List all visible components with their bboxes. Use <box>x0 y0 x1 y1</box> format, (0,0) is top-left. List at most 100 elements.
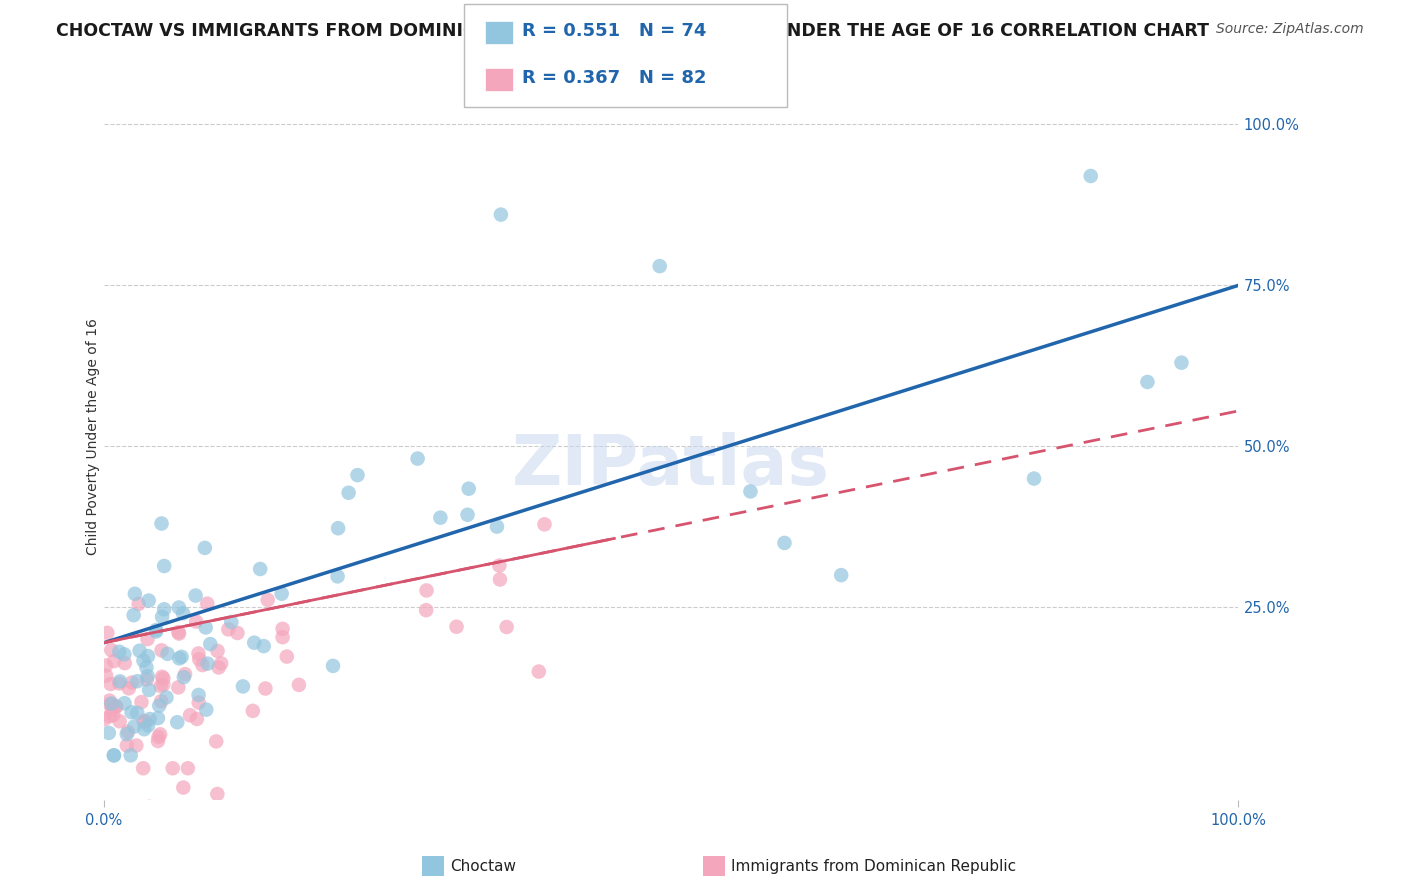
Point <box>128 643 150 657</box>
Point <box>217 623 239 637</box>
Point <box>127 674 149 689</box>
Point <box>429 510 451 524</box>
Point <box>191 658 214 673</box>
Point <box>221 615 243 629</box>
Point <box>346 468 368 483</box>
Point <box>121 675 143 690</box>
Point <box>146 734 169 748</box>
Point <box>94 658 117 673</box>
Point <box>115 727 138 741</box>
Point <box>150 694 173 708</box>
Point <box>145 624 167 639</box>
Point <box>167 600 190 615</box>
Point <box>173 670 195 684</box>
Point <box>148 698 170 713</box>
Point <box>169 651 191 665</box>
Point <box>156 647 179 661</box>
Point <box>108 676 131 690</box>
Point <box>132 654 155 668</box>
Text: ZIPatlas: ZIPatlas <box>512 433 830 500</box>
Point <box>128 597 150 611</box>
Point <box>740 484 762 499</box>
Point <box>136 718 159 732</box>
Point <box>98 693 121 707</box>
Point <box>131 695 153 709</box>
Point <box>446 620 468 634</box>
Point <box>1170 356 1192 370</box>
Point <box>1080 169 1102 183</box>
Point <box>187 647 209 661</box>
Point <box>117 724 139 739</box>
Point <box>1136 375 1159 389</box>
Point <box>187 696 209 710</box>
Point <box>166 715 188 730</box>
Point <box>830 568 852 582</box>
Point <box>148 730 170 744</box>
Point <box>249 562 271 576</box>
Point <box>252 813 274 827</box>
Point <box>194 620 217 634</box>
Point <box>194 541 217 555</box>
Point <box>122 720 145 734</box>
Point <box>108 645 131 659</box>
Point <box>134 723 156 737</box>
Point <box>207 787 229 801</box>
Point <box>125 739 148 753</box>
Point <box>457 508 479 522</box>
Point <box>132 714 155 728</box>
Point <box>256 593 278 607</box>
Point <box>167 626 190 640</box>
Point <box>135 673 157 687</box>
Point <box>1022 471 1045 485</box>
Point <box>149 727 172 741</box>
Point <box>406 451 429 466</box>
Point <box>184 589 207 603</box>
Point <box>101 698 124 713</box>
Point <box>103 708 125 723</box>
Point <box>188 652 211 666</box>
Point <box>122 608 145 623</box>
Point <box>243 636 266 650</box>
Point <box>104 699 127 714</box>
Point <box>195 703 218 717</box>
Point <box>186 712 208 726</box>
Point <box>98 709 121 723</box>
Point <box>271 630 294 644</box>
Point <box>205 734 228 748</box>
Point <box>150 516 173 531</box>
Point <box>98 697 121 711</box>
Point <box>112 648 135 662</box>
Point <box>288 678 311 692</box>
Point <box>276 649 298 664</box>
Point <box>326 569 349 583</box>
Point <box>145 623 167 637</box>
Point <box>527 665 550 679</box>
Point <box>489 573 512 587</box>
Point <box>337 485 360 500</box>
Point <box>457 482 479 496</box>
Point <box>153 602 176 616</box>
Point <box>114 656 136 670</box>
Point <box>773 536 796 550</box>
Point <box>118 681 141 696</box>
Point <box>200 637 222 651</box>
Point <box>124 587 146 601</box>
Point <box>253 639 276 653</box>
Y-axis label: Child Poverty Under the Age of 16: Child Poverty Under the Age of 16 <box>86 318 100 555</box>
Point <box>121 705 143 719</box>
Point <box>174 667 197 681</box>
Point <box>170 649 193 664</box>
Point <box>207 644 229 658</box>
Point <box>138 800 160 814</box>
Text: Choctaw: Choctaw <box>450 859 516 873</box>
Point <box>115 739 138 753</box>
Point <box>271 622 294 636</box>
Point <box>195 597 218 611</box>
Point <box>127 706 149 720</box>
Point <box>187 688 209 702</box>
Point <box>226 626 249 640</box>
Point <box>139 712 162 726</box>
Point <box>108 714 131 729</box>
Point <box>103 654 125 668</box>
Point <box>209 657 232 671</box>
